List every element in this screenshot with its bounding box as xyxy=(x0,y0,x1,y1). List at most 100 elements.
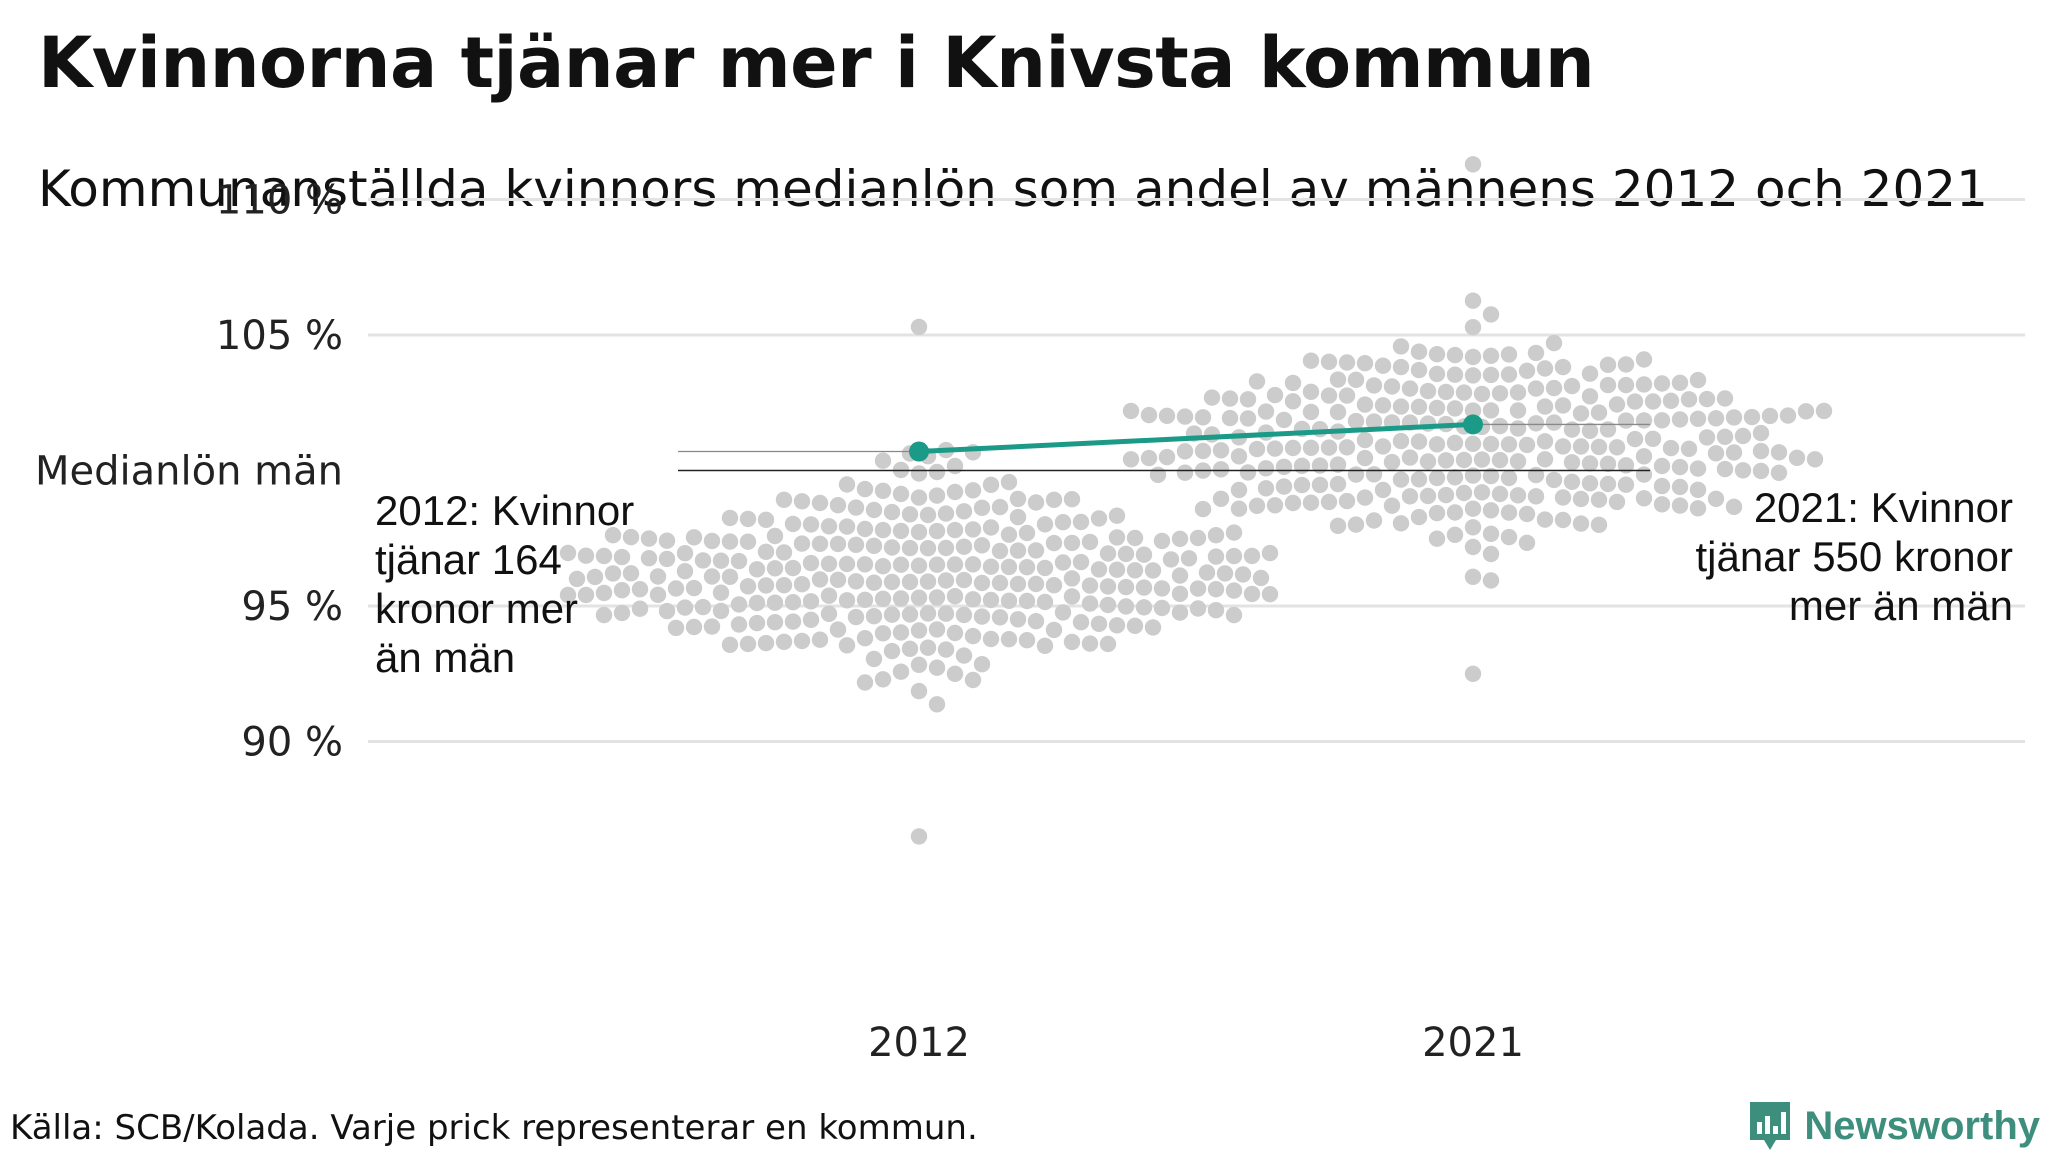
brand-name: Newsworthy xyxy=(1804,1103,2040,1148)
municipality-dot-2021 xyxy=(1752,424,1770,442)
municipality-dot-2012 xyxy=(1126,529,1144,547)
municipality-dot-2012 xyxy=(748,614,766,632)
municipality-dot-2012 xyxy=(901,539,919,557)
municipality-dot-2021 xyxy=(1266,497,1284,514)
municipality-dot-2012 xyxy=(910,682,928,700)
municipality-dot-2012 xyxy=(676,545,694,562)
municipality-dot-2012 xyxy=(910,557,928,574)
municipality-dot-2012 xyxy=(1000,631,1018,648)
municipality-dot-2012 xyxy=(775,633,793,650)
municipality-dot-2012 xyxy=(658,532,676,549)
municipality-dot-2012 xyxy=(883,573,901,591)
municipality-dot-2021 xyxy=(1599,421,1617,438)
municipality-dot-2021 xyxy=(1554,397,1572,414)
municipality-dot-2021 xyxy=(1635,412,1653,429)
municipality-dot-2021 xyxy=(1608,396,1626,413)
municipality-dot-2012 xyxy=(577,586,595,604)
municipality-dot-2021 xyxy=(1662,392,1680,409)
municipality-dot-2021 xyxy=(1446,526,1464,543)
municipality-dot-2021 xyxy=(1428,530,1446,547)
municipality-dot-2012 xyxy=(1153,580,1171,597)
municipality-dot-2012 xyxy=(568,570,586,588)
municipality-dot-2012 xyxy=(712,584,730,601)
municipality-dot-2021 xyxy=(1347,412,1365,430)
municipality-dot-2021 xyxy=(1392,432,1410,450)
municipality-dot-2021 xyxy=(1761,407,1779,425)
municipality-dot-2021 xyxy=(1464,292,1482,309)
municipality-dot-2012 xyxy=(739,578,757,595)
municipality-dot-2012 xyxy=(1108,561,1126,578)
municipality-dot-2021 xyxy=(1491,417,1509,435)
municipality-dot-2012 xyxy=(874,521,892,539)
municipality-dot-2021 xyxy=(1212,442,1230,459)
annotation-2012-line: tjänar 164 xyxy=(375,536,562,583)
municipality-dot-2012 xyxy=(901,606,919,623)
municipality-dot-2012 xyxy=(865,501,883,519)
municipality-dot-2021 xyxy=(1401,488,1419,505)
municipality-dot-2012 xyxy=(1261,586,1279,603)
municipality-dot-2021 xyxy=(1356,396,1374,413)
municipality-dot-2012 xyxy=(892,485,910,503)
municipality-dot-2021 xyxy=(1437,383,1455,401)
municipality-dot-2021 xyxy=(1284,494,1302,512)
x-tick-label: 2021 xyxy=(1422,1020,1524,1066)
municipality-dot-2012 xyxy=(874,452,892,469)
y-tick-label: 90 % xyxy=(241,720,343,766)
municipality-dot-2012 xyxy=(757,634,775,652)
municipality-dot-2012 xyxy=(631,581,649,598)
municipality-dot-2012 xyxy=(1081,533,1099,551)
municipality-dot-2012 xyxy=(901,506,919,523)
municipality-dot-2012 xyxy=(1099,596,1117,614)
municipality-dot-2021 xyxy=(1518,362,1536,379)
municipality-dot-2021 xyxy=(1581,475,1599,492)
municipality-dot-2012 xyxy=(1090,561,1108,578)
municipality-dot-2012 xyxy=(1153,599,1171,617)
municipality-dot-2012 xyxy=(640,530,658,547)
municipality-dot-2012 xyxy=(622,528,640,546)
municipality-dot-2012 xyxy=(1090,510,1108,527)
municipality-dot-2021 xyxy=(1464,467,1482,484)
municipality-dot-2021 xyxy=(1482,545,1500,563)
municipality-dot-2012 xyxy=(892,590,910,607)
municipality-dot-2021 xyxy=(1671,497,1689,514)
municipality-dot-2021 xyxy=(1770,444,1788,461)
municipality-dot-2012 xyxy=(559,586,577,604)
municipality-dot-2021 xyxy=(1608,493,1626,511)
municipality-dot-2021 xyxy=(1320,493,1338,511)
municipality-dot-2012 xyxy=(937,505,955,522)
municipality-dot-2012 xyxy=(1207,548,1225,565)
y-tick-label: 110 % xyxy=(216,178,343,224)
municipality-dot-2021 xyxy=(1338,439,1356,456)
municipality-dot-2012 xyxy=(982,630,1000,648)
municipality-dot-2021 xyxy=(1671,411,1689,428)
municipality-dot-2012 xyxy=(1126,617,1144,634)
municipality-dot-2012 xyxy=(865,537,883,554)
municipality-dot-2012 xyxy=(919,639,937,656)
municipality-dot-2012 xyxy=(883,642,901,660)
municipality-dot-2021 xyxy=(1563,473,1581,490)
municipality-dot-2021 xyxy=(1797,403,1815,420)
municipality-dot-2012 xyxy=(847,536,865,553)
municipality-dot-2012 xyxy=(829,571,847,588)
municipality-dot-2012 xyxy=(946,588,964,605)
municipality-dot-2021 xyxy=(1635,490,1653,507)
highlight-line-knivsta xyxy=(918,421,1474,455)
municipality-dot-2021 xyxy=(1419,453,1437,470)
municipality-dot-2021 xyxy=(1248,373,1266,390)
municipality-dot-2021 xyxy=(1734,427,1752,445)
municipality-dot-2012 xyxy=(910,523,928,541)
municipality-dot-2021 xyxy=(1338,354,1356,371)
municipality-dot-2012 xyxy=(739,510,757,528)
municipality-dot-2021 xyxy=(1203,389,1221,406)
municipality-dot-2021 xyxy=(1590,516,1608,533)
municipality-dot-2021 xyxy=(1572,438,1590,455)
municipality-dot-2021 xyxy=(1446,400,1464,417)
municipality-dot-2012 xyxy=(712,602,730,620)
municipality-dot-2012 xyxy=(973,499,991,516)
municipality-dot-2012 xyxy=(928,487,946,504)
brand-logo: Newsworthy xyxy=(1746,1096,2040,1156)
municipality-dot-2021 xyxy=(1545,334,1563,352)
municipality-dot-2012 xyxy=(838,592,856,609)
municipality-dot-2021 xyxy=(1428,504,1446,522)
